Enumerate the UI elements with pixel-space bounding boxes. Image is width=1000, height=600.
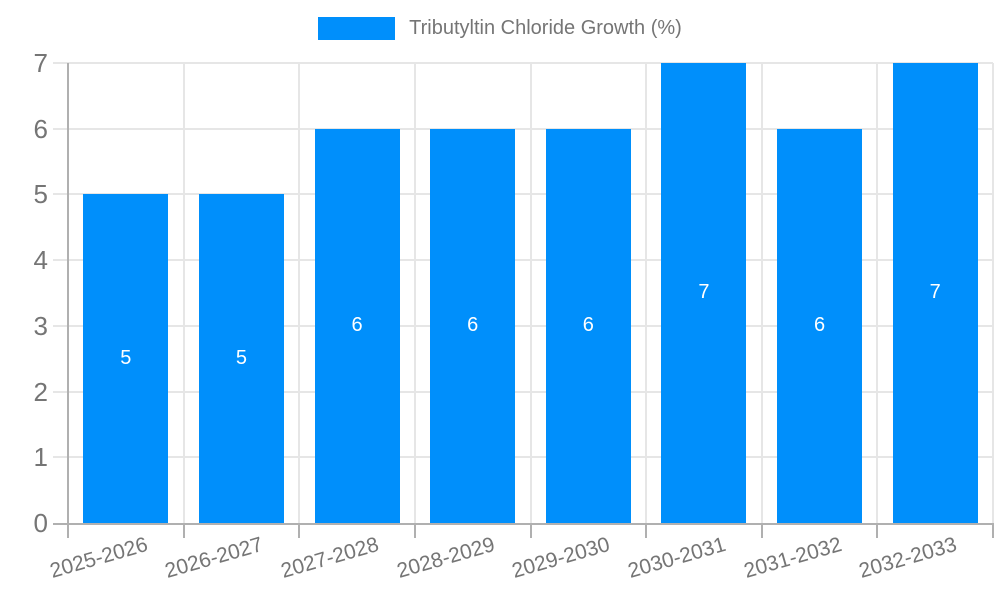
bar-value-label: 6 [582,313,594,336]
legend-label: Tributyltin Chloride Growth (%) [409,17,682,39]
y-axis-label: 6 [33,113,48,144]
y-axis-label: 5 [33,179,48,210]
y-axis-label: 2 [33,376,48,407]
y-gridline [53,456,993,459]
bar-value-label: 7 [698,281,710,303]
bar-value-label: 6 [351,313,363,336]
y-axis-label: 7 [33,48,48,78]
y-gridline [53,324,993,327]
y-axis-label: 3 [33,310,48,341]
y-gridline [53,259,993,262]
plot-area: 5 5 6 6 6 7 6 7 [53,62,994,523]
x-gridline [760,63,763,523]
x-gridline [645,63,648,523]
x-axis-line [53,523,993,525]
bar[interactable] [661,63,747,523]
x-tick [876,523,879,538]
bar[interactable] [545,128,631,523]
bar-value-label: 7 [929,281,941,303]
y-gridline [53,62,993,65]
x-gridline [413,63,416,523]
x-tick [992,523,994,538]
x-gridline [876,63,879,523]
y-gridline [53,390,993,393]
x-gridline [992,63,994,523]
x-tick [645,523,648,538]
x-tick [298,523,301,538]
bar-value-label: 6 [814,313,826,336]
bar[interactable] [777,128,863,523]
bar[interactable] [198,194,284,523]
y-axis-label: 0 [33,508,48,538]
bar-value-label: 5 [120,346,132,369]
x-tick [413,523,416,538]
bar-value-label: 5 [235,346,247,369]
x-gridline [298,63,301,523]
x-gridline [529,63,532,523]
bar-value-label: 6 [467,313,479,336]
y-axis-label: 4 [33,245,48,276]
y-gridline [53,193,993,196]
bar[interactable] [892,63,978,523]
x-tick [182,523,185,538]
x-tick [529,523,532,538]
chart-legend[interactable]: Tributyltin Chloride Growth (%) [0,17,1000,40]
y-axis-label: 1 [33,442,48,473]
y-gridline [53,127,993,130]
x-gridline [182,63,185,523]
x-tick [760,523,763,538]
y-axis-line [67,63,69,538]
bar[interactable] [83,194,169,523]
bar[interactable] [430,128,516,523]
legend-swatch [318,17,396,40]
bar[interactable] [314,128,400,523]
